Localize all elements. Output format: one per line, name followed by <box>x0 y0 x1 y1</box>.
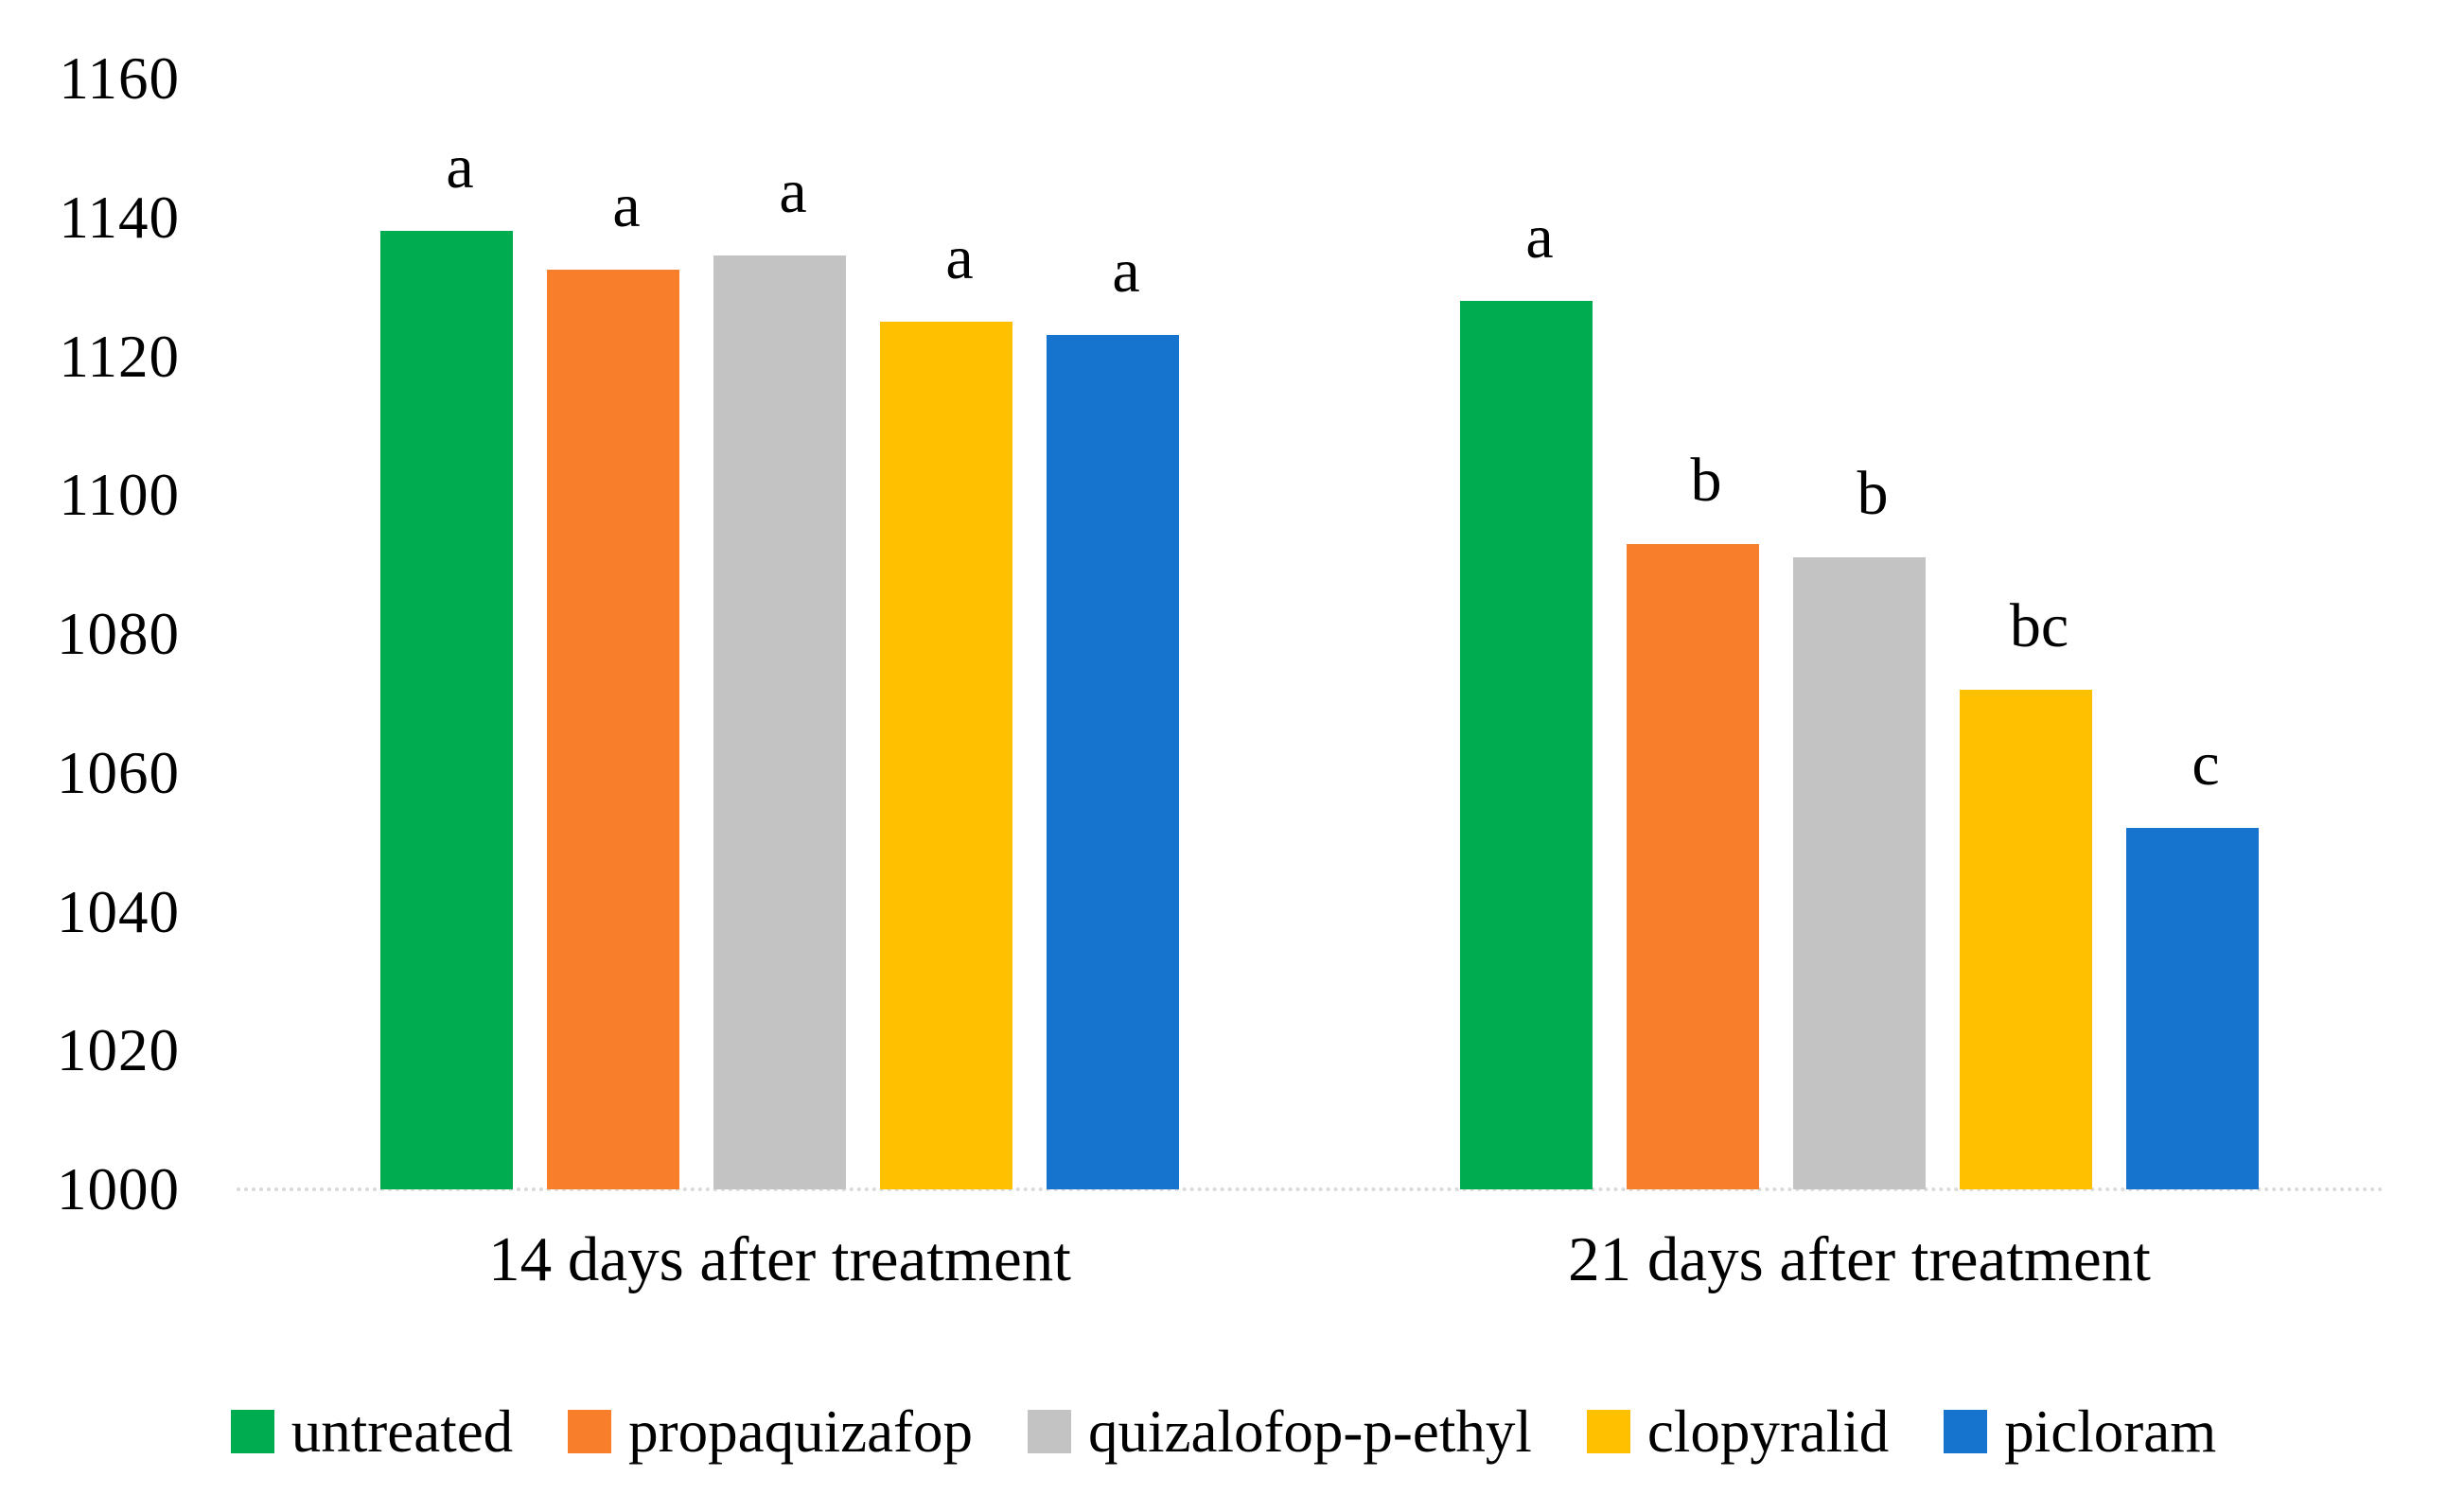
significance-letter: bc <box>2009 590 2069 660</box>
y-axis-tick-label: 1140 <box>59 184 180 251</box>
legend-label: picloram <box>2004 1398 2217 1465</box>
significance-letter: b <box>1857 459 1889 529</box>
legend-item-clopyralid: clopyralid <box>1586 1398 1890 1465</box>
legend-label: propaquizafop <box>628 1398 974 1465</box>
significance-letter: c <box>2192 730 2220 800</box>
legend-label: clopyralid <box>1646 1398 1890 1465</box>
legend-swatch-propaquizafop <box>568 1410 612 1453</box>
significance-letter: a <box>612 170 641 240</box>
y-axis-tick-label: 1120 <box>59 323 180 390</box>
bar-propaquizafop-group2 <box>1627 543 1759 1189</box>
significance-letter: a <box>779 157 807 227</box>
y-axis-tick-label: 1040 <box>57 878 180 945</box>
legend-swatch-untreated <box>230 1410 274 1453</box>
significance-letter: a <box>1525 202 1554 272</box>
bar-untreated-group1 <box>380 231 513 1189</box>
bar-picloram-group2 <box>2126 828 2259 1189</box>
bar-picloram-group1 <box>1047 335 1179 1189</box>
y-axis-tick-label: 1160 <box>59 45 180 112</box>
bar-propaquizafop-group1 <box>547 269 679 1189</box>
x-axis-line <box>237 1187 2385 1191</box>
bar-clopyralid-group2 <box>1960 689 2092 1189</box>
legend-item-picloram: picloram <box>1944 1398 2216 1465</box>
legend-swatch-picloram <box>1944 1410 1988 1453</box>
y-axis-tick-label: 1100 <box>59 462 180 529</box>
significance-letter: a <box>446 132 474 202</box>
y-axis-tick-label: 1080 <box>57 601 180 667</box>
legend-swatch-quizalofop-p-ethyl <box>1028 1410 1072 1453</box>
x-axis-category-label: 14 days after treatment <box>488 1224 1071 1294</box>
significance-letter: a <box>945 222 974 292</box>
y-axis-tick-label: 1000 <box>57 1156 180 1222</box>
significance-letter: a <box>1112 237 1140 307</box>
y-axis-tick-label: 1060 <box>57 739 180 806</box>
bar-clopyralid-group1 <box>880 321 1012 1189</box>
significance-letter: b <box>1690 445 1722 515</box>
bar-untreated-group2 <box>1460 300 1593 1189</box>
bar-quizalofop-p-ethyl-group2 <box>1793 557 1926 1189</box>
legend-item-quizalofop-p-ethyl: quizalofop-p-ethyl <box>1028 1398 1532 1465</box>
x-axis-category-label: 21 days after treatment <box>1568 1224 2151 1294</box>
bar-quizalofop-p-ethyl-group1 <box>713 255 846 1189</box>
legend: untreated propaquizafop quizalofop-p-ethyl… <box>0 1389 2447 1474</box>
legend-item-propaquizafop: propaquizafop <box>568 1398 973 1465</box>
legend-item-untreated: untreated <box>230 1398 514 1465</box>
legend-label: quizalofop-p-ethyl <box>1088 1398 1532 1465</box>
y-axis-tick-label: 1020 <box>57 1017 180 1084</box>
legend-swatch-clopyralid <box>1586 1410 1630 1453</box>
legend-label: untreated <box>290 1398 514 1465</box>
